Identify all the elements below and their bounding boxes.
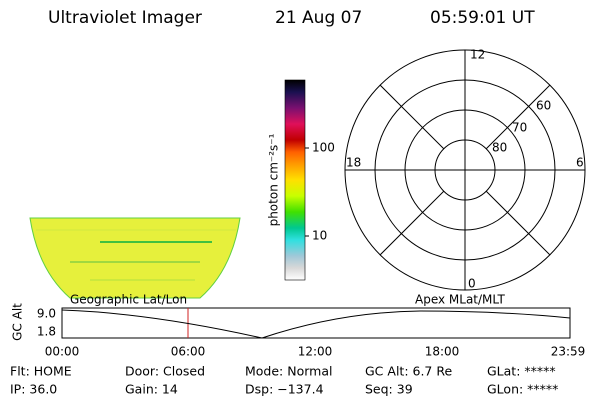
- axis-label: GC Alt: [11, 303, 25, 341]
- status-field: Dsp: −137.4: [245, 382, 324, 397]
- status-field: GLat: *****: [487, 364, 556, 379]
- status-field: GC Alt: 6.7 Re: [365, 364, 452, 379]
- x-label: 06:00: [171, 345, 206, 359]
- colorbar: 100 10 photon cm⁻²s⁻¹: [267, 79, 335, 281]
- colorbar-tick: 100: [312, 141, 335, 155]
- altitude-plot: Geographic Lat/Lon Apex MLat/MLT GC Alt …: [11, 293, 586, 359]
- lat-label: 80: [492, 141, 507, 155]
- y-label: 9.0: [37, 307, 56, 321]
- status-field: GLon: *****: [487, 382, 558, 397]
- lat-label: 60: [536, 99, 551, 113]
- left-title: Geographic Lat/Lon: [70, 293, 187, 307]
- status-field: Seq: 39: [365, 382, 413, 397]
- mlt-label: 6: [576, 156, 584, 170]
- x-label: 12:00: [298, 345, 333, 359]
- right-title: Apex MLat/MLT: [415, 293, 505, 307]
- mlt-label: 0: [468, 277, 476, 291]
- instrument-title: Ultraviolet Imager: [48, 8, 202, 28]
- status-field: Flt: HOME: [10, 364, 72, 379]
- colorbar-label: photon cm⁻²s⁻¹: [267, 133, 281, 226]
- status-field: IP: 36.0: [10, 382, 57, 397]
- polar-plot: [344, 49, 586, 291]
- x-label: 18:00: [425, 345, 460, 359]
- x-label: 23:59: [551, 345, 586, 359]
- mlt-label: 18: [346, 156, 361, 170]
- time: 05:59:01 UT: [430, 8, 535, 28]
- mlt-label: 12: [470, 48, 485, 62]
- uv-image: [29, 217, 241, 299]
- status-field: Gain: 14: [125, 382, 178, 397]
- lat-label: 70: [512, 121, 527, 135]
- colorbar-tick: 10: [312, 229, 327, 243]
- x-label: 00:00: [45, 345, 80, 359]
- status-panel: Flt: HOME Door: Closed Mode: Normal GC Alt:…: [10, 364, 558, 397]
- status-field: Mode: Normal: [245, 364, 332, 379]
- y-label: 1.8: [37, 325, 56, 339]
- status-field: Door: Closed: [125, 364, 205, 379]
- date: 21 Aug 07: [275, 8, 362, 28]
